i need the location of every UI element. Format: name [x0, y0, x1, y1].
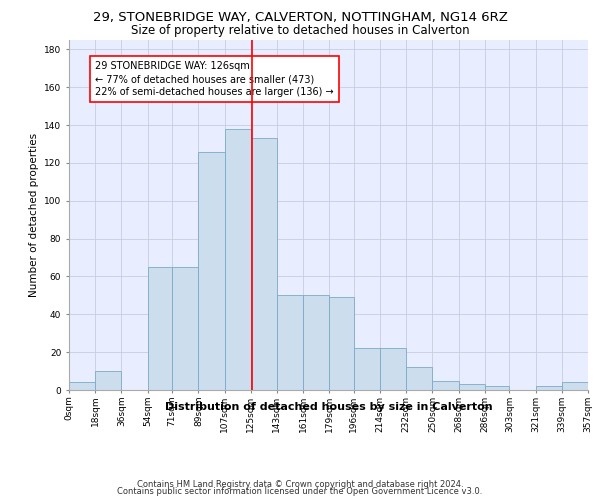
Text: Distribution of detached houses by size in Calverton: Distribution of detached houses by size …: [165, 402, 493, 412]
Text: 29 STONEBRIDGE WAY: 126sqm
← 77% of detached houses are smaller (473)
22% of sem: 29 STONEBRIDGE WAY: 126sqm ← 77% of deta…: [95, 61, 334, 97]
Text: Contains HM Land Registry data © Crown copyright and database right 2024.: Contains HM Land Registry data © Crown c…: [137, 480, 463, 489]
Y-axis label: Number of detached properties: Number of detached properties: [29, 133, 38, 297]
Bar: [199, 152, 224, 390]
Text: Size of property relative to detached houses in Calverton: Size of property relative to detached ho…: [131, 24, 469, 37]
Bar: [224, 129, 251, 390]
Bar: [69, 382, 95, 390]
Bar: [95, 371, 121, 390]
Bar: [251, 138, 277, 390]
Bar: [277, 296, 303, 390]
Bar: [148, 267, 172, 390]
Bar: [562, 382, 588, 390]
Bar: [433, 380, 458, 390]
Bar: [354, 348, 380, 390]
Bar: [458, 384, 485, 390]
Bar: [172, 267, 199, 390]
Bar: [406, 368, 433, 390]
Bar: [303, 296, 329, 390]
Bar: [536, 386, 562, 390]
Bar: [329, 298, 354, 390]
Bar: [380, 348, 406, 390]
Bar: [485, 386, 509, 390]
Text: Contains public sector information licensed under the Open Government Licence v3: Contains public sector information licen…: [118, 487, 482, 496]
Text: 29, STONEBRIDGE WAY, CALVERTON, NOTTINGHAM, NG14 6RZ: 29, STONEBRIDGE WAY, CALVERTON, NOTTINGH…: [92, 11, 508, 24]
